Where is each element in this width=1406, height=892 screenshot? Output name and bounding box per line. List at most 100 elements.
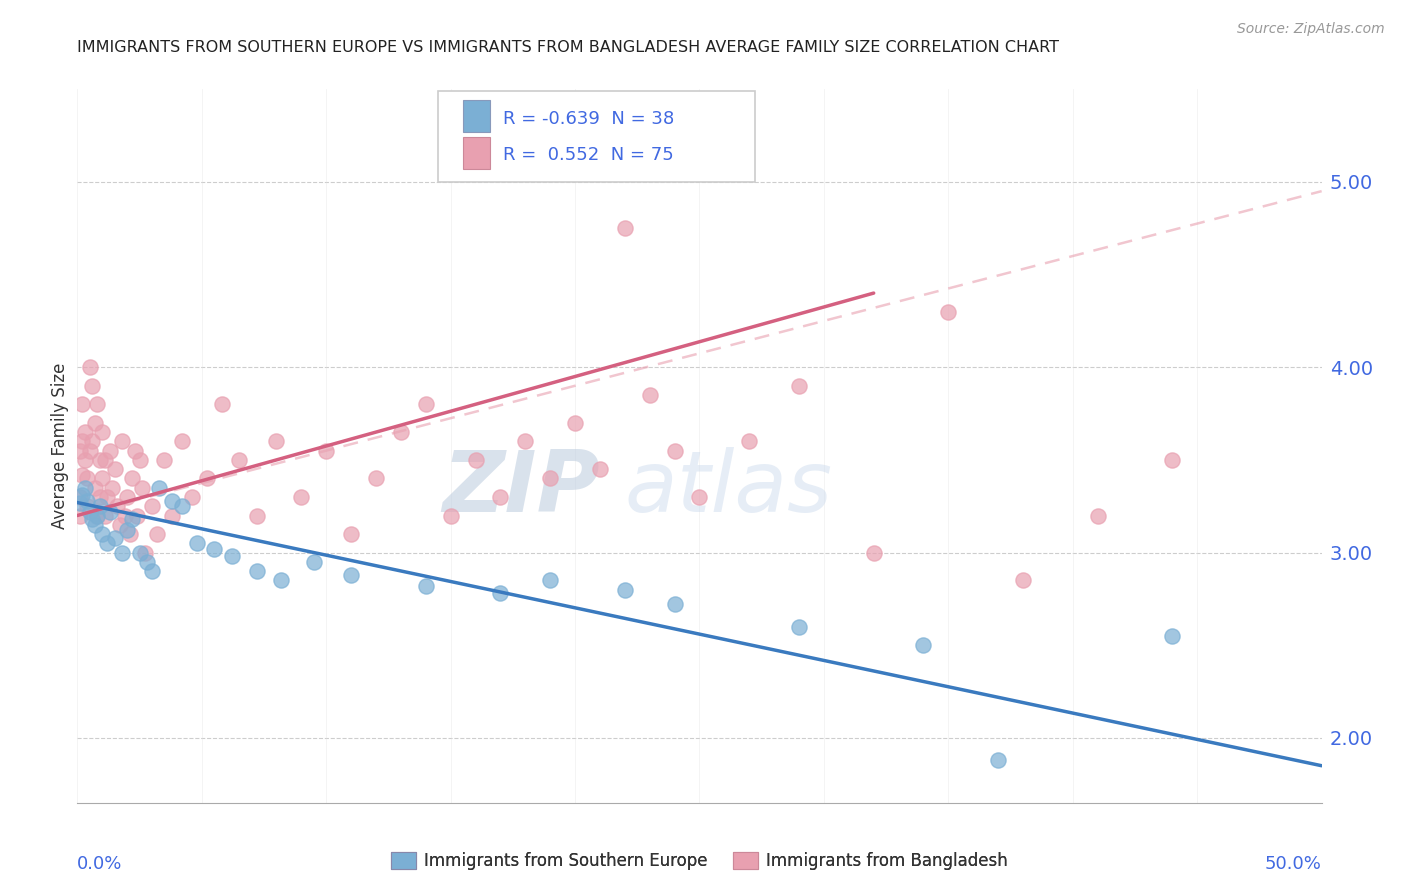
- Point: [538, 574, 561, 588]
- Point: [111, 545, 134, 559]
- Point: [86, 397, 108, 411]
- Point: [96, 536, 118, 550]
- Point: [564, 416, 586, 430]
- Point: [114, 508, 136, 523]
- Point: [89, 500, 111, 514]
- Point: [128, 453, 150, 467]
- Point: [440, 508, 463, 523]
- Text: R =  0.552  N = 75: R = 0.552 N = 75: [503, 145, 673, 164]
- Point: [91, 471, 114, 485]
- Point: [83, 517, 105, 532]
- Point: [245, 564, 267, 578]
- Point: [221, 549, 243, 564]
- Point: [79, 505, 101, 519]
- Text: R = -0.639  N = 38: R = -0.639 N = 38: [503, 111, 673, 128]
- Point: [170, 500, 193, 514]
- Point: [613, 221, 636, 235]
- Point: [538, 471, 561, 485]
- Point: [104, 462, 127, 476]
- Point: [91, 425, 114, 439]
- Point: [245, 508, 267, 523]
- Point: [266, 434, 288, 449]
- Point: [160, 508, 183, 523]
- Point: [79, 360, 101, 375]
- Point: [136, 555, 159, 569]
- Point: [987, 753, 1010, 767]
- Point: [1087, 508, 1109, 523]
- Point: [101, 481, 124, 495]
- Point: [86, 508, 108, 523]
- Point: [787, 620, 810, 634]
- Point: [1161, 453, 1184, 467]
- Text: IMMIGRANTS FROM SOUTHERN EUROPE VS IMMIGRANTS FROM BANGLADESH AVERAGE FAMILY SIZ: IMMIGRANTS FROM SOUTHERN EUROPE VS IMMIG…: [77, 40, 1059, 55]
- Point: [1161, 629, 1184, 643]
- Point: [82, 512, 104, 526]
- Point: [82, 434, 104, 449]
- Point: [98, 505, 121, 519]
- Point: [98, 443, 121, 458]
- FancyBboxPatch shape: [439, 91, 755, 182]
- Point: [160, 493, 183, 508]
- Point: [228, 453, 250, 467]
- Point: [72, 467, 94, 482]
- Point: [489, 490, 512, 504]
- Point: [912, 638, 935, 652]
- Y-axis label: Average Family Size: Average Family Size: [51, 363, 69, 529]
- Point: [83, 481, 105, 495]
- Point: [121, 512, 143, 526]
- Point: [73, 425, 96, 439]
- Point: [415, 579, 437, 593]
- Point: [89, 490, 111, 504]
- Point: [153, 453, 176, 467]
- Point: [340, 567, 363, 582]
- Text: Source: ZipAtlas.com: Source: ZipAtlas.com: [1237, 22, 1385, 37]
- Point: [738, 434, 761, 449]
- Point: [141, 564, 163, 578]
- Point: [613, 582, 636, 597]
- Point: [108, 517, 131, 532]
- Point: [302, 555, 325, 569]
- Point: [211, 397, 233, 411]
- FancyBboxPatch shape: [463, 100, 491, 132]
- Point: [73, 481, 96, 495]
- Point: [464, 453, 486, 467]
- Point: [862, 545, 884, 559]
- Point: [170, 434, 193, 449]
- Point: [146, 527, 169, 541]
- Point: [125, 508, 148, 523]
- Point: [111, 434, 134, 449]
- Point: [290, 490, 312, 504]
- Point: [202, 541, 225, 556]
- Point: [664, 443, 686, 458]
- Point: [118, 527, 141, 541]
- Point: [938, 304, 960, 318]
- Point: [86, 508, 108, 523]
- Legend: Immigrants from Southern Europe, Immigrants from Bangladesh: Immigrants from Southern Europe, Immigra…: [384, 845, 1015, 877]
- Point: [83, 416, 105, 430]
- Point: [69, 508, 91, 523]
- Point: [73, 453, 96, 467]
- Point: [415, 397, 437, 411]
- Point: [69, 443, 91, 458]
- Text: 0.0%: 0.0%: [77, 855, 122, 872]
- Point: [515, 434, 537, 449]
- FancyBboxPatch shape: [463, 136, 491, 169]
- Point: [1012, 574, 1035, 588]
- Text: atlas: atlas: [624, 447, 832, 531]
- Point: [148, 481, 170, 495]
- Point: [104, 531, 127, 545]
- Point: [121, 471, 143, 485]
- Point: [131, 481, 153, 495]
- Text: ZIP: ZIP: [443, 447, 600, 531]
- Point: [664, 598, 686, 612]
- Point: [638, 388, 661, 402]
- Point: [93, 453, 115, 467]
- Point: [689, 490, 711, 504]
- Point: [93, 508, 115, 523]
- Point: [389, 425, 412, 439]
- Point: [91, 527, 114, 541]
- Point: [72, 397, 94, 411]
- Point: [76, 500, 98, 514]
- Point: [270, 574, 292, 588]
- Point: [72, 488, 94, 502]
